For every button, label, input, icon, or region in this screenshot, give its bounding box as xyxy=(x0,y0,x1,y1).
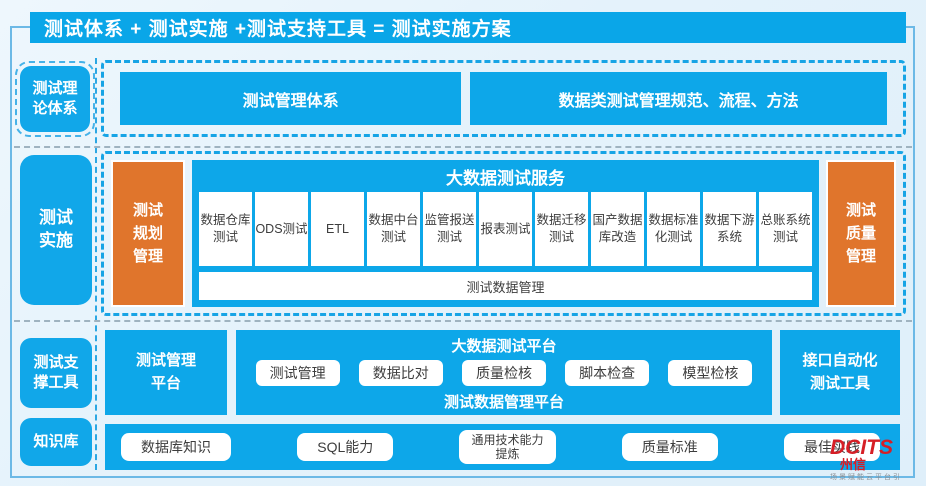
knowledge-bar: 数据库知识 SQL能力 通用技术能力 提炼 质量标准 最佳实践 xyxy=(105,424,900,470)
bigdata-test-service-title: 大数据测试服务 xyxy=(446,168,565,188)
quality-management-box: 测试 质量 管理 xyxy=(826,160,896,307)
label-knowledge-base: 知识库 xyxy=(20,418,92,466)
knowledge-button: 质量标准 xyxy=(621,432,718,462)
knowledge-button: SQL能力 xyxy=(297,432,394,462)
page-title-text: 测试体系 + 测试实施 +测试支持工具 = 测试实施方案 xyxy=(44,19,512,40)
label-column-divider xyxy=(95,58,97,470)
theory-box-data-test-standards: 数据类测试管理规范、流程、方法 xyxy=(470,72,887,125)
platform-button-row: 测试管理 数据比对 质量检核 脚本检查 模型检核 xyxy=(236,358,772,388)
bigdata-test-platform-title: 大数据测试平台 xyxy=(451,338,557,355)
platform-button: 模型检核 xyxy=(668,359,753,387)
test-management-platform-box: 测试管理 平台 xyxy=(105,330,227,415)
planning-management-box: 测试 规划 管理 xyxy=(111,160,185,307)
label-test-support-tools: 测试支 撑工具 xyxy=(20,338,92,408)
service-item: 数据仓库测试 xyxy=(199,192,252,266)
service-item: 数据迁移测试 xyxy=(535,192,588,266)
row-separator-2 xyxy=(14,320,912,322)
vendor-logo-caption: 场景赋能云平台引 xyxy=(830,474,902,481)
implementation-section: 测试 规划 管理 大数据测试服务 数据仓库测试 ODS测试 ETL 数据中台测试… xyxy=(101,151,906,316)
row-separator-1 xyxy=(14,146,912,148)
service-item: ODS测试 xyxy=(255,192,308,266)
service-item: 国产数据库改造 xyxy=(591,192,644,266)
test-data-management-platform-bar: 测试数据管理平台 xyxy=(443,394,564,411)
knowledge-button: 数据库知识 xyxy=(121,432,231,462)
platform-button: 测试管理 xyxy=(255,359,340,387)
service-item: 数据标准化测试 xyxy=(647,192,700,266)
platform-button: 脚本检查 xyxy=(565,359,650,387)
test-data-management-bar: 测试数据管理 xyxy=(199,272,812,300)
service-item: 总账系统测试 xyxy=(759,192,812,266)
service-item: ETL xyxy=(311,192,364,266)
bigdata-test-service-panel: 大数据测试服务 数据仓库测试 ODS测试 ETL 数据中台测试 监管报送测试 报… xyxy=(192,160,819,307)
vendor-logo: DCITS 州信 场景赋能云平台引 xyxy=(830,436,926,482)
service-item: 报表测试 xyxy=(479,192,532,266)
label-test-theory-wrap: 测试理 论体系 xyxy=(15,61,95,137)
platform-button: 数据比对 xyxy=(358,359,443,387)
vendor-logo-brand: DCITS xyxy=(830,436,893,459)
theory-section: 测试管理体系 数据类测试管理规范、流程、方法 xyxy=(101,60,906,137)
label-test-implementation: 测试 实施 xyxy=(20,155,92,305)
knowledge-button: 最佳实践 xyxy=(783,432,880,462)
theory-box-test-management-system: 测试管理体系 xyxy=(120,72,462,125)
service-item: 监管报送测试 xyxy=(423,192,476,266)
service-item-row: 数据仓库测试 ODS测试 ETL 数据中台测试 监管报送测试 报表测试 数据迁移… xyxy=(192,192,819,266)
service-item: 数据下游系统 xyxy=(703,192,756,266)
vendor-logo-cn: 州信 xyxy=(840,457,867,472)
label-test-theory: 测试理 论体系 xyxy=(20,66,90,132)
platform-button: 质量检核 xyxy=(461,359,546,387)
page-title: 测试体系 + 测试实施 +测试支持工具 = 测试实施方案 xyxy=(30,12,906,43)
api-automation-tool-box: 接口自动化 测试工具 xyxy=(780,330,900,415)
bigdata-test-platform-panel: 大数据测试平台 测试管理 数据比对 质量检核 脚本检查 模型检核 测试数据管理平… xyxy=(236,330,772,415)
service-item: 数据中台测试 xyxy=(367,192,420,266)
knowledge-button: 通用技术能力 提炼 xyxy=(459,429,556,465)
